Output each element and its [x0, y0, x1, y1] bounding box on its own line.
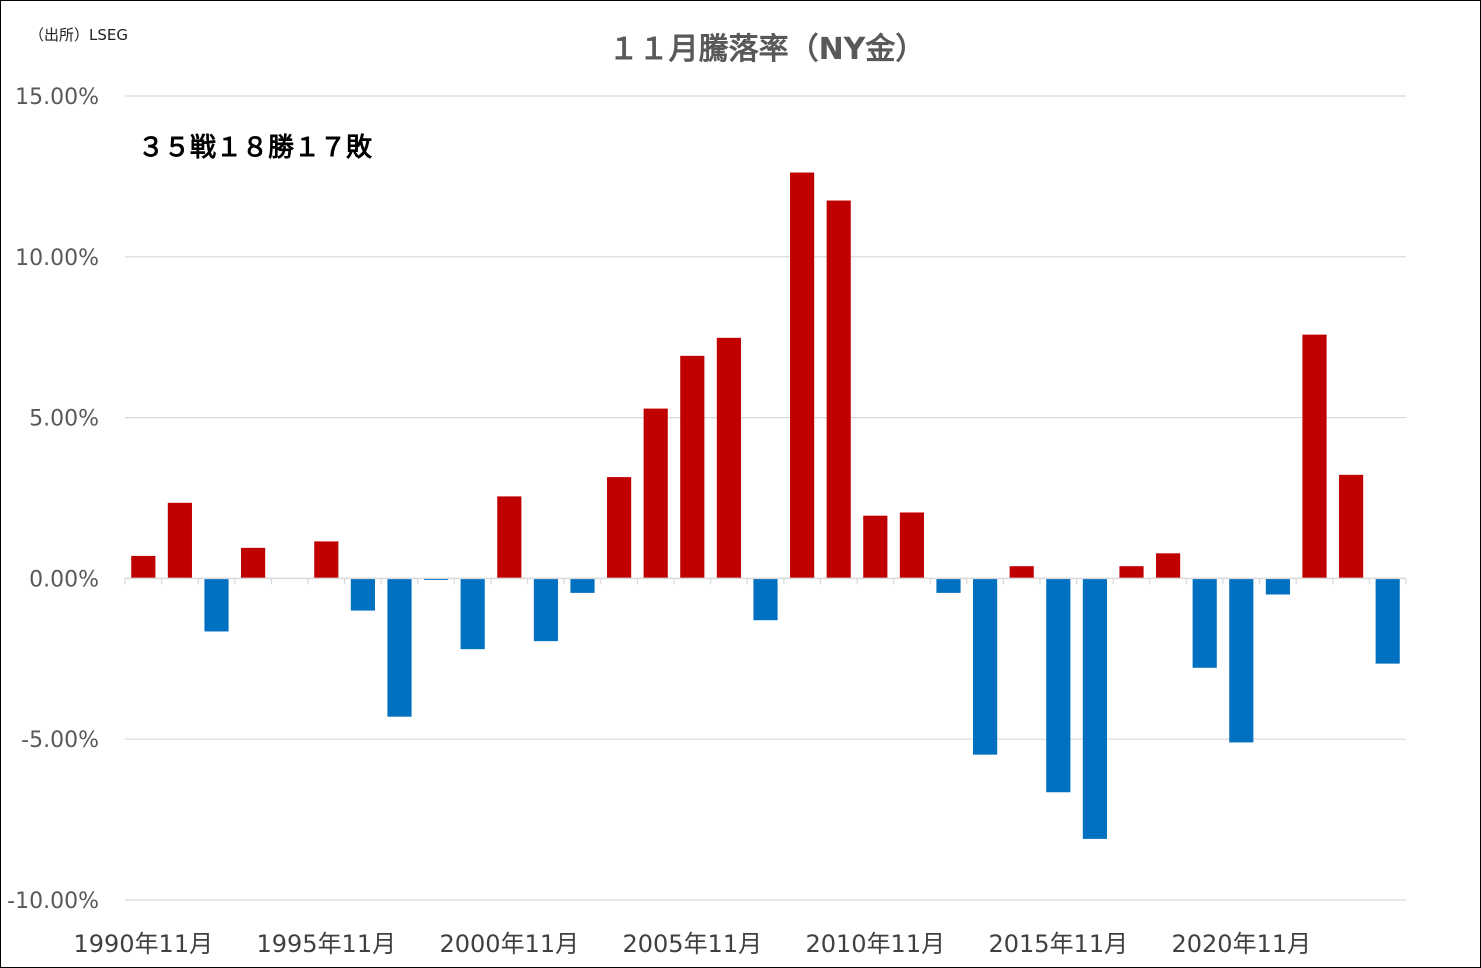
bar-2023: [1339, 474, 1364, 579]
bar-2017: [1119, 566, 1144, 579]
y-axis-ticks: 15.00% 10.00% 5.00% 0.00% -5.00% -10.00%: [7, 85, 99, 914]
x-tick-label: 2020年11月: [1171, 930, 1311, 958]
bar-2012: [936, 578, 961, 593]
y-tick-label: 5.00%: [29, 407, 99, 432]
bar-1990: [131, 555, 156, 579]
bar-2019: [1192, 578, 1217, 668]
bar-2014: [1009, 566, 1034, 579]
bar-2021: [1265, 578, 1290, 595]
bar-2022: [1302, 334, 1327, 579]
bar-2005: [680, 355, 705, 579]
bar-1993: [241, 547, 266, 579]
bar-2001: [533, 578, 558, 642]
bar-2003: [607, 477, 632, 579]
bars: [131, 172, 1400, 839]
zero-axis: [124, 577, 1407, 585]
bar-2008: [790, 172, 815, 579]
y-tick-label: -10.00%: [7, 889, 99, 914]
gridlines: [125, 95, 1406, 901]
chart-title: １１月騰落率（NY金）: [609, 32, 926, 67]
bar-2007: [753, 578, 778, 621]
x-tick-label: 2015年11月: [988, 930, 1128, 958]
bar-2020: [1229, 578, 1254, 743]
bar-2009: [826, 200, 851, 579]
x-tick-label: 1990年11月: [73, 930, 213, 958]
bar-2004: [643, 408, 668, 579]
x-tick-label: 2005年11月: [622, 930, 762, 958]
bar-1998: [424, 578, 449, 581]
bar-2013: [973, 578, 998, 755]
bar-2024: [1375, 578, 1400, 664]
bar-1995: [314, 541, 339, 579]
bar-2016: [1082, 578, 1107, 839]
bar-1997: [387, 578, 412, 717]
y-tick-label: 15.00%: [15, 85, 99, 110]
bar-2011: [899, 512, 924, 579]
bar-1992: [204, 578, 229, 632]
bar-1991: [167, 502, 192, 579]
bar-2000: [497, 496, 522, 579]
y-tick-label: 10.00%: [15, 246, 99, 271]
win-loss-annotation: ３５戦１８勝１７敗: [138, 132, 373, 163]
bar-2018: [1156, 553, 1181, 579]
bar-1999: [460, 578, 485, 650]
bar-2015: [1046, 578, 1071, 793]
source-note: （出所）LSEG: [29, 26, 128, 44]
y-tick-label: 0.00%: [29, 567, 99, 592]
bar-2006: [716, 337, 741, 579]
y-tick-label: -5.00%: [21, 728, 99, 753]
x-tick-label: 2000年11月: [439, 930, 579, 958]
bar-2010: [863, 515, 888, 579]
bar-1996: [350, 578, 375, 611]
bar-2002: [570, 578, 595, 593]
x-tick-label: 2010年11月: [805, 930, 945, 958]
x-tick-label: 1995年11月: [256, 930, 396, 958]
x-axis-ticks: 1990年11月 1995年11月 2000年11月 2005年11月 2010年11月…: [73, 930, 1311, 958]
